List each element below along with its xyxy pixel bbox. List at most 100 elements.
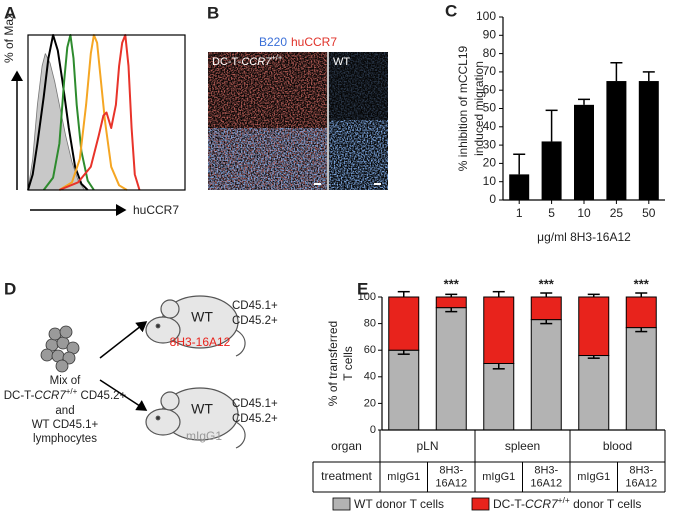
y-tick-label: 10: [483, 174, 497, 188]
bar-segment: [483, 363, 515, 431]
text-part: +/+: [271, 53, 283, 62]
y-tick-label: 100: [358, 291, 376, 303]
mouse-ear: [160, 299, 180, 319]
treatment-label: 8H3- 16A12: [625, 464, 657, 489]
group-label: blood: [603, 439, 632, 453]
y-tick-label: 60: [364, 344, 376, 356]
bar: [606, 81, 627, 200]
y-tick-label: 80: [364, 318, 376, 330]
legend-swatch: [471, 497, 490, 511]
y-tick-label: 50: [483, 101, 497, 115]
bar: [509, 174, 530, 200]
text-part: 8H3-: [439, 464, 463, 476]
y-tick-label: 60: [483, 82, 497, 96]
text-part: 8H3-: [534, 464, 558, 476]
row-header: organ: [331, 439, 362, 453]
treatment-label: mIgG1: [577, 471, 610, 483]
stain-signal: [329, 120, 388, 190]
arrow: [99, 379, 148, 411]
histogram-curve: [27, 53, 85, 191]
x-tick-label: 50: [642, 206, 656, 220]
bar-segment: [578, 296, 610, 357]
image-label: DC-T-CCR7+/+: [212, 53, 283, 68]
stain-signal: [208, 128, 327, 190]
panel-letter: C: [445, 1, 457, 20]
text-part: DC-T-: [4, 390, 35, 402]
bar-segment: [530, 319, 562, 431]
y-tick-label: 70: [483, 64, 497, 78]
x-tick-label: 25: [610, 206, 624, 220]
x-tick-label: 5: [548, 206, 555, 220]
text-part: CD45.2+: [77, 390, 126, 402]
text-part: 16A12: [530, 478, 562, 490]
text-part: donor T cells: [570, 497, 642, 511]
y-tick-label: 100: [476, 9, 496, 23]
cell: [59, 325, 73, 339]
stain-signal: [329, 52, 388, 120]
mouse-eye: [155, 323, 161, 329]
stain-name: huCCR7: [291, 35, 337, 49]
marker-label: CD45.2+: [232, 413, 278, 425]
text-part: DC-T-: [493, 497, 525, 511]
text-part: 16A12: [625, 478, 657, 490]
y-axis-label: induced migration: [472, 61, 486, 156]
text-part: CCR7: [241, 56, 272, 68]
mouse-head: [145, 316, 181, 344]
mouse-eye: [155, 415, 161, 421]
source-text: Mix of: [50, 375, 81, 387]
row-header: treatment: [321, 469, 372, 483]
bar-segment: [625, 327, 657, 431]
mouse-head: [145, 408, 181, 436]
y-tick-label: 0: [370, 424, 376, 436]
marker-label: CD45.1+: [232, 300, 278, 312]
mouse-tail: [235, 329, 246, 357]
y-axis-label: T cells: [341, 346, 355, 380]
text-part: CCR7: [525, 497, 559, 511]
cell: [62, 351, 76, 365]
mouse-label: WT: [191, 401, 213, 417]
marker-label: CD45.2+: [232, 315, 278, 327]
treatment-label: mIgG1: [387, 471, 420, 483]
x-tick-label: 10: [577, 206, 591, 220]
text-part: DC-T-: [212, 56, 242, 68]
y-axis-label: % of transferred: [326, 321, 340, 406]
legend-label: WT donor T cells: [354, 497, 444, 511]
x-tick-label: 1: [516, 206, 523, 220]
y-tick-label: 80: [483, 46, 497, 60]
y-tick-label: 40: [364, 371, 376, 383]
mouse: [145, 295, 246, 357]
panel-letter: E: [357, 279, 368, 298]
bar-segment: [388, 296, 420, 351]
y-tick-label: 40: [483, 119, 497, 133]
panel-letter: B: [207, 3, 219, 22]
histogram-curve: [58, 34, 128, 191]
bar-segment: [625, 296, 657, 329]
panel-letter: A: [4, 3, 16, 22]
text-part: +/+: [66, 387, 78, 396]
y-axis-label: % inhibition of mCCL19: [456, 45, 470, 171]
bar-segment: [530, 296, 562, 321]
significance: ***: [539, 276, 555, 291]
histogram-curve: [59, 34, 141, 191]
x-axis-label: μg/ml 8H3-16A12: [537, 230, 631, 244]
group-label: spleen: [505, 439, 540, 453]
text-part: 8H3-: [629, 464, 653, 476]
mouse: [145, 387, 246, 449]
text-part: CCR7: [34, 390, 66, 402]
marker-label: CD45.1+: [232, 398, 278, 410]
bar-segment: [483, 296, 515, 364]
bar-segment: [388, 349, 420, 431]
source-text: DC-T-CCR7+/+ CD45.2+: [4, 387, 127, 402]
treatment-label: 8H3-16A12: [170, 335, 231, 349]
cell: [55, 359, 69, 373]
y-tick-label: 0: [489, 192, 496, 206]
bar-segment: [435, 307, 467, 431]
cell: [40, 348, 54, 362]
y-tick-label: 20: [483, 156, 497, 170]
arrow: [99, 321, 148, 359]
legend-label: DC-T-CCR7+/+ donor T cells: [493, 495, 641, 511]
treatment-label: 8H3-16A12: [435, 464, 467, 489]
treatment-label: mIgG1: [482, 471, 515, 483]
